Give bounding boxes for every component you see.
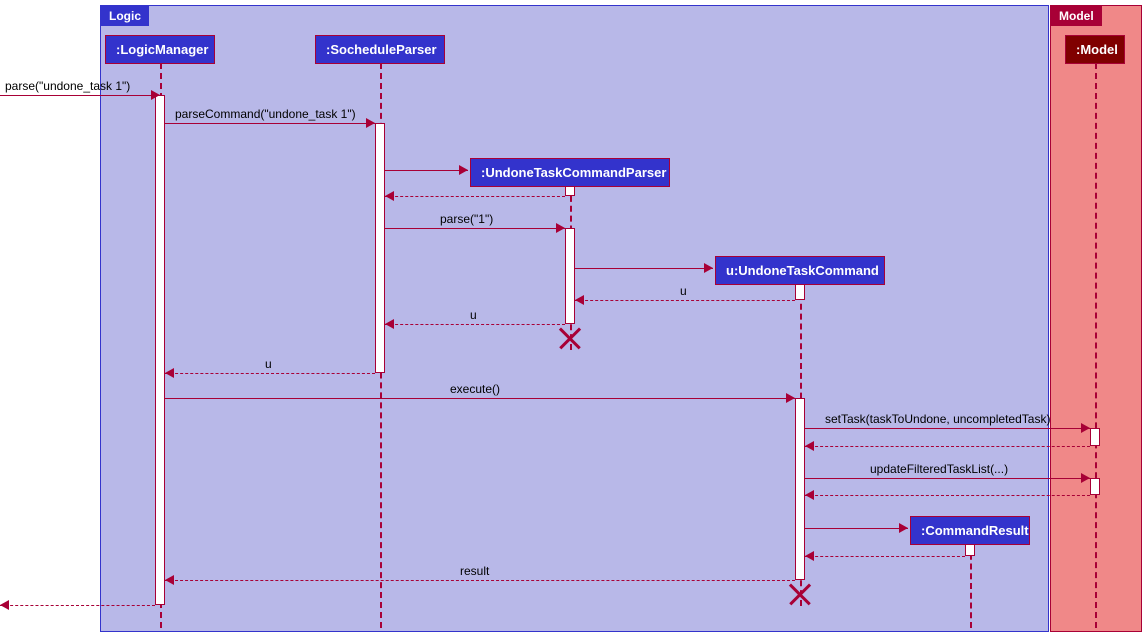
message-line-4: [385, 228, 565, 229]
message-label-8: u: [265, 357, 272, 371]
message-line-10: [805, 428, 1090, 429]
arrow-head-3: [385, 191, 394, 201]
message-label-6: u: [680, 284, 687, 298]
arrow-head-4: [556, 223, 565, 233]
arrow-head-10: [1081, 423, 1090, 433]
arrow-head-14: [899, 523, 908, 533]
arrow-head-1: [366, 118, 375, 128]
participant-model: :Model: [1065, 35, 1125, 64]
arrow-head-0: [151, 90, 160, 100]
lifeline-commandResult: [970, 544, 972, 628]
container-label-model: Model: [1051, 6, 1102, 26]
activation-utcParser-3: [565, 228, 575, 324]
message-line-8: [165, 373, 375, 374]
message-label-0: parse("undone_task 1"): [5, 79, 130, 93]
message-label-12: updateFilteredTaskList(...): [870, 462, 1008, 476]
message-label-1: parseCommand("undone_task 1"): [175, 107, 356, 121]
message-label-10: setTask(taskToUndone, uncompletedTask): [825, 412, 1050, 426]
message-line-15: [805, 556, 965, 557]
destroy-utCommand: [788, 582, 812, 606]
destroy-utcParser: [558, 326, 582, 350]
activation-utCommand-5: [795, 398, 805, 580]
message-line-1: [165, 123, 375, 124]
message-line-3: [385, 196, 565, 197]
activation-logicManager-0: [155, 95, 165, 605]
arrow-head-9: [786, 393, 795, 403]
arrow-head-16: [165, 575, 174, 585]
message-label-9: execute(): [450, 382, 500, 396]
message-label-16: result: [460, 564, 489, 578]
arrow-head-11: [805, 441, 814, 451]
arrow-head-5: [704, 263, 713, 273]
arrow-head-15: [805, 551, 814, 561]
arrow-head-12: [1081, 473, 1090, 483]
message-line-9: [165, 398, 795, 399]
participant-utcParser: :UndoneTaskCommandParser: [470, 158, 670, 187]
message-line-0: [0, 95, 160, 96]
message-line-5: [575, 268, 713, 269]
message-line-11: [805, 446, 1090, 447]
container-label-logic: Logic: [101, 6, 149, 26]
message-line-13: [805, 495, 1090, 496]
message-line-7: [385, 324, 565, 325]
message-line-6: [575, 300, 795, 301]
message-line-16: [165, 580, 795, 581]
activation-model-7: [1090, 478, 1100, 495]
lifeline-model: [1095, 63, 1097, 628]
participant-commandResult: :CommandResult: [910, 516, 1030, 545]
arrow-head-17: [0, 600, 9, 610]
arrow-head-7: [385, 319, 394, 329]
message-label-4: parse("1"): [440, 212, 493, 226]
arrow-head-6: [575, 295, 584, 305]
arrow-head-13: [805, 490, 814, 500]
message-line-14: [805, 528, 908, 529]
arrow-head-8: [165, 368, 174, 378]
message-line-12: [805, 478, 1090, 479]
activation-model-6: [1090, 428, 1100, 446]
arrow-head-2: [459, 165, 468, 175]
participant-utCommand: u:UndoneTaskCommand: [715, 256, 885, 285]
message-label-7: u: [470, 308, 477, 322]
message-line-17: [0, 605, 155, 606]
participant-logicManager: :LogicManager: [105, 35, 215, 64]
message-line-2: [385, 170, 468, 171]
activation-socheduleParser-1: [375, 123, 385, 373]
participant-socheduleParser: :SocheduleParser: [315, 35, 445, 64]
